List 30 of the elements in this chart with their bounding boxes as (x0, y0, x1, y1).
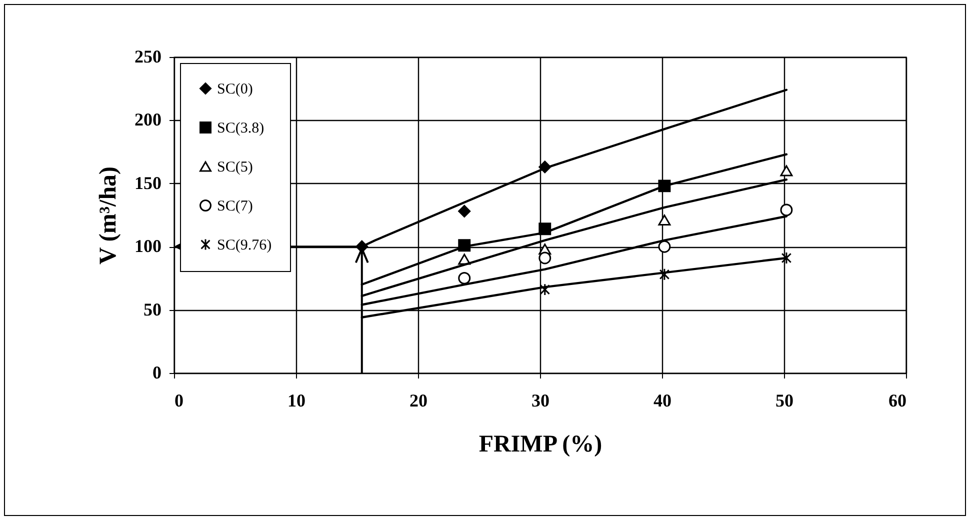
point (658, 240, 671, 253)
point (780, 165, 793, 176)
legend-label: SC(5) (217, 160, 253, 176)
x-tick-label: 0 (174, 390, 184, 410)
y-tick-label: 250 (134, 46, 162, 66)
legend-label: SC(7) (217, 198, 253, 214)
y-tick-label: 100 (134, 236, 162, 256)
y-axis-title: V (m³/ha) (96, 166, 122, 265)
y-tick-label: 50 (144, 299, 162, 320)
point (780, 204, 793, 216)
point (538, 252, 552, 264)
point (540, 283, 550, 296)
legend-label: SC(0) (217, 82, 253, 98)
point (781, 252, 792, 264)
y-tick-label: 150 (134, 172, 162, 193)
point (659, 268, 670, 281)
x-tick-label: 50 (776, 390, 794, 410)
y-tick-label: 0 (152, 362, 162, 382)
x-tick-label: 20 (410, 390, 428, 410)
x-tick-label: 30 (532, 390, 550, 410)
x-tick-label: 40 (654, 390, 672, 410)
x-tick-label: 60 (888, 390, 906, 410)
point (458, 204, 471, 218)
point (458, 272, 471, 284)
x-axis-title: FRIMP (%) (478, 432, 602, 458)
point (658, 214, 671, 226)
legend-label: SC(9.76) (217, 238, 272, 254)
y-tick-label: 200 (134, 110, 162, 130)
legend-label: SC(3.8) (217, 120, 264, 136)
x-tick-label: 10 (288, 390, 306, 410)
